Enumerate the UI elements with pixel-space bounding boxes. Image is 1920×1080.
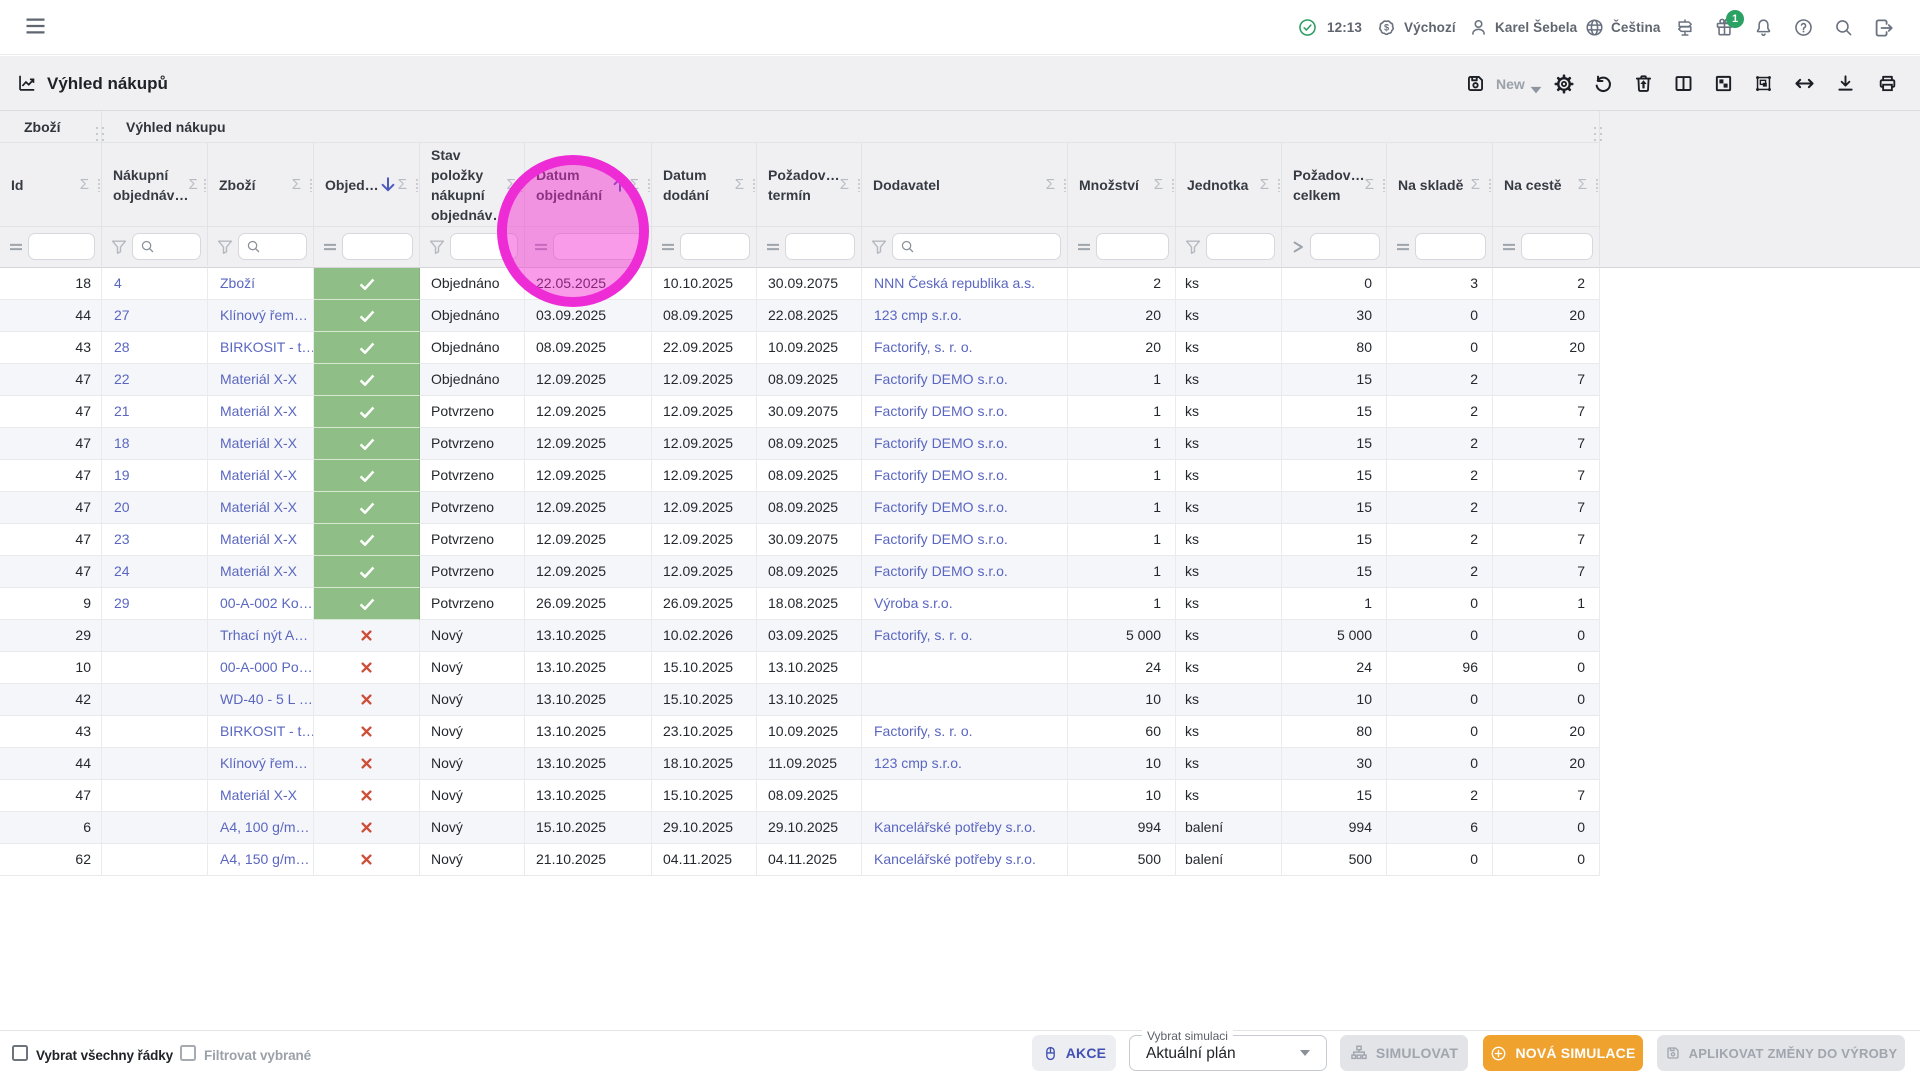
svg-text:$: $ [1384,22,1389,32]
